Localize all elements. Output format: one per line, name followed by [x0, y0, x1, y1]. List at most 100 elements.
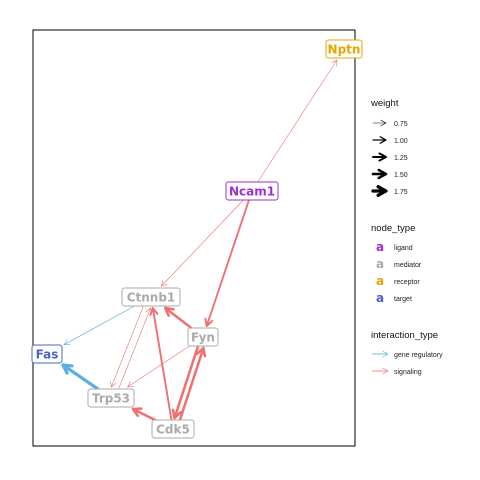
edge-cdk5-to-ctnnb1 — [149, 307, 173, 421]
legend-node-type-entry: receptor — [394, 279, 420, 286]
edge-arrowhead — [164, 306, 175, 317]
legend-node-type-entry: target — [394, 296, 412, 303]
edge-fyn-to-cdk5 — [171, 344, 200, 420]
legend-weight-entry: 0.75 — [394, 121, 408, 128]
legend-weight-arrowhead — [376, 185, 388, 197]
plot-panel-frame — [32, 29, 356, 447]
legend-weight-key — [371, 185, 388, 197]
legend-interaction-arrowhead — [382, 350, 389, 358]
node-box — [121, 287, 181, 307]
legend-node-type-entry: ligand — [394, 245, 413, 252]
legend-weight-entry: 1.75 — [394, 189, 408, 196]
node-box — [187, 327, 219, 347]
edge-ncam1-to-nptn — [257, 59, 338, 183]
edge-cdk5-to-trp53 — [131, 407, 157, 422]
legend-node-type-key: a — [376, 240, 384, 254]
legend-interaction-keys — [372, 350, 389, 375]
legend-weight-key — [371, 168, 388, 180]
edge-arrowhead — [204, 317, 214, 327]
edge-line — [127, 345, 190, 388]
legend-weight-keys — [371, 119, 388, 197]
node-ctnnb1: Ctnnb1 — [121, 287, 181, 307]
node-label: Trp53 — [92, 391, 130, 405]
legend-weight: weight 0.75 1.00 1.25 1.50 1.75 — [370, 98, 408, 197]
edge-arrowhead — [63, 339, 71, 345]
edge-ncam1-to-fyn — [204, 199, 250, 327]
edge-fyn-to-trp53 — [127, 345, 190, 388]
edge-cdk5-to-fyn — [178, 346, 207, 422]
node-box — [151, 419, 195, 439]
edge-arrowhead — [127, 381, 134, 388]
legend-interaction-key — [372, 367, 389, 375]
node-label: Nptn — [328, 42, 361, 56]
legend-weight-arrowhead — [377, 168, 388, 180]
legend-weight-entry: 1.25 — [394, 155, 408, 162]
edge-line — [164, 306, 193, 330]
edge-arrowhead — [171, 408, 182, 420]
edge-line — [131, 407, 157, 422]
node-label: Ncam1 — [229, 184, 275, 198]
node-nptn: Nptn — [325, 39, 363, 59]
node-trp53: Trp53 — [87, 388, 135, 408]
legend-node-type-entry: mediator — [394, 262, 422, 269]
legend-weight-entry: 1.00 — [394, 138, 408, 145]
edges-layer — [61, 59, 338, 422]
node-cdk5: Cdk5 — [151, 419, 195, 439]
legend-weight-entry: 1.50 — [394, 172, 408, 179]
edge-arrowhead — [161, 279, 168, 287]
legend-weight-key — [372, 152, 387, 162]
legend: weight 0.75 1.00 1.25 1.50 1.75 node_typ… — [370, 98, 443, 376]
edge-arrowhead — [131, 407, 143, 418]
node-label: Cdk5 — [156, 422, 190, 436]
legend-interaction-entry: gene regulatory — [394, 352, 443, 359]
legend-interaction-type-title: interaction_type — [371, 330, 438, 341]
legend-interaction-type: interaction_type gene regulatory signali… — [371, 330, 443, 376]
edge-arrowhead — [145, 307, 152, 315]
edge-line — [61, 363, 100, 391]
nodes-layer: Nptn Ncam1 Ctnnb1 Fyn Fas Trp53 Cdk5 — [31, 39, 363, 439]
legend-weight-key — [372, 119, 387, 127]
legend-weight-arrowhead — [380, 119, 387, 127]
edge-ctnnb1-to-trp53 — [110, 305, 144, 388]
edge-line — [178, 346, 205, 422]
node-ncam1: Ncam1 — [225, 181, 279, 201]
legend-interaction-key — [372, 350, 389, 358]
edge-line — [111, 305, 144, 388]
node-label: Fas — [36, 347, 59, 361]
legend-node-type-key: a — [376, 274, 384, 288]
node-box — [31, 344, 63, 364]
node-label: Fyn — [191, 330, 215, 344]
legend-node-type-key: a — [376, 291, 384, 305]
node-box — [225, 181, 279, 201]
node-box — [325, 39, 363, 59]
edge-arrowhead — [61, 363, 74, 375]
edge-arrowhead — [196, 346, 207, 358]
edge-trp53-to-ctnnb1 — [118, 307, 152, 390]
node-box — [87, 388, 135, 408]
node-fas: Fas — [31, 344, 63, 364]
edge-ctnnb1-to-fas — [63, 305, 135, 345]
legend-interaction-arrowhead — [382, 367, 389, 375]
legend-node-type-key: a — [376, 257, 384, 271]
edge-line — [63, 305, 135, 345]
edge-line — [118, 307, 151, 390]
legend-interaction-entry: signaling — [394, 369, 422, 376]
edge-line — [257, 59, 338, 183]
edge-fyn-to-ctnnb1 — [164, 306, 193, 330]
legend-node-type-title: node_type — [371, 223, 415, 234]
edge-ncam1-to-ctnnb1 — [161, 199, 244, 287]
edge-line — [205, 199, 250, 327]
edge-arrowhead — [110, 380, 117, 388]
legend-weight-arrowhead — [378, 152, 387, 162]
legend-weight-title: weight — [370, 98, 399, 109]
edge-line — [161, 199, 244, 287]
legend-weight-arrowhead — [379, 136, 387, 144]
edge-trp53-to-fas — [61, 363, 100, 391]
node-label: Ctnnb1 — [127, 290, 176, 304]
edge-line — [173, 344, 200, 420]
node-fyn: Fyn — [187, 327, 219, 347]
legend-weight-key — [372, 136, 387, 144]
